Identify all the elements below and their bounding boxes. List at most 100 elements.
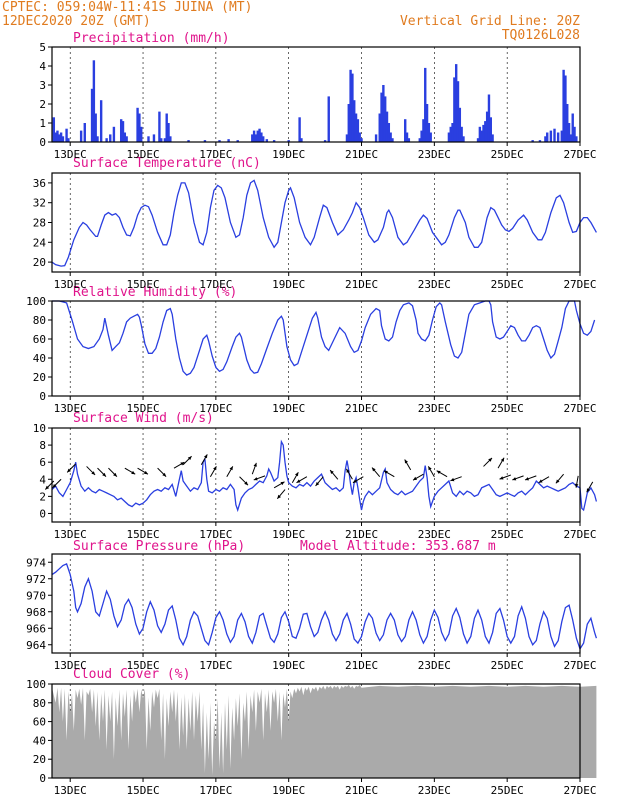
wind-title: Surface Wind (m/s): [73, 411, 214, 426]
panel-2-y-tick-label: 100: [26, 295, 46, 308]
precip-bar: [351, 73, 354, 142]
precip-bar: [425, 104, 429, 142]
panel-0-x-tick-label: 27DEC: [563, 148, 596, 161]
wind-arrow: [276, 489, 286, 500]
panel-3-x-tick-label: 13DEC: [54, 528, 87, 541]
precip-bar: [387, 123, 391, 142]
panel-2-x-tick-label: 15DEC: [126, 402, 159, 415]
wind-arrow: [512, 475, 524, 481]
wind-arrow: [108, 467, 118, 478]
precip-bar: [169, 136, 172, 142]
precip-bar: [123, 132, 127, 142]
precip-bar: [54, 132, 57, 142]
precip-bar: [491, 134, 494, 142]
wind-arrow: [239, 476, 249, 486]
panel-3-x-tick-label: 25DEC: [491, 528, 524, 541]
panel-4-series-line: [51, 563, 598, 651]
precip-bar: [112, 126, 116, 142]
precip-bar: [462, 136, 465, 142]
wind-arrow: [524, 475, 537, 481]
panel-4-x-tick-label: 21DEC: [345, 659, 378, 672]
panel-3-frame: [51, 427, 581, 523]
panel-3-x-tick-label: 19DEC: [272, 528, 305, 541]
panel-1-x-tick-label: 25DEC: [491, 278, 524, 291]
precip-bar: [424, 67, 427, 142]
panel-3-x-tick-label: 15DEC: [126, 528, 159, 541]
wind-arrow: [97, 467, 107, 478]
precip-bar: [138, 113, 141, 142]
panel-3-y-tick-label: 0: [39, 507, 46, 520]
wind-arrow: [251, 462, 257, 475]
precip-bar: [420, 130, 423, 142]
precip-bar: [52, 117, 56, 142]
panel-0-y-tick-label: 1: [39, 117, 46, 130]
wind-arrow: [404, 459, 412, 471]
panel-5-x-tick-label: 17DEC: [199, 784, 232, 797]
wind-arrow: [66, 463, 77, 473]
precip-bar: [575, 136, 578, 142]
precip-bar: [407, 138, 411, 142]
precip-bar: [58, 134, 61, 142]
precip-bar: [94, 113, 97, 142]
precip-bar: [449, 126, 452, 142]
precip-bar: [385, 111, 389, 142]
panel-1-x-tick-label: 21DEC: [345, 278, 378, 291]
pressure-title: Surface Pressure (hPa): [73, 539, 245, 554]
precip-bar: [374, 134, 378, 142]
precip-bar: [482, 124, 485, 142]
wind-arrow: [226, 466, 234, 477]
precip-bar: [165, 113, 168, 142]
panel-1-x-tick-label: 23DEC: [418, 278, 451, 291]
panel-4-y-tick-label: 964: [26, 639, 46, 652]
precip-bar: [480, 130, 483, 142]
precip-bar: [349, 69, 352, 142]
precip-bar: [105, 138, 108, 142]
panel-1-x-tick-label: 19DEC: [272, 278, 305, 291]
panel-2-x-tick-label: 25DEC: [491, 402, 524, 415]
panel-5-y-tick-label: 100: [26, 678, 46, 691]
panel-4-y-tick-label: 972: [26, 573, 46, 586]
precip-bar: [562, 69, 565, 142]
panel-3-y-tick-label: 10: [33, 422, 46, 435]
panel-0-y-tick-label: 2: [39, 98, 46, 111]
wind-arrow: [436, 470, 448, 478]
precip-bar: [158, 111, 161, 142]
precip-bar: [300, 138, 303, 142]
precip-bar: [569, 134, 573, 142]
panel-0-y-tick-label: 3: [39, 79, 46, 92]
wind-arrow: [124, 467, 136, 475]
precip-bar: [456, 81, 460, 142]
panel-0-x-tick-label: 19DEC: [272, 148, 305, 161]
panel-5-y-tick-label: 20: [33, 753, 46, 766]
grid-line-label: Vertical Grid Line: 20Z: [400, 14, 580, 29]
precip-bar: [546, 132, 549, 142]
panel-3-y-tick-label: 6: [39, 456, 46, 469]
precip-bar: [67, 138, 70, 142]
precip-bar: [549, 130, 553, 142]
precip-bar: [119, 119, 123, 142]
panel-1-frame: [51, 172, 581, 273]
wind-arrow: [296, 476, 308, 484]
panel-1-x-tick-label: 27DEC: [563, 278, 596, 291]
panel-1-y-tick-label: 20: [33, 256, 46, 269]
panel-1-x-tick-label: 15DEC: [126, 278, 159, 291]
precip-bar: [262, 136, 265, 142]
wind-arrow: [499, 474, 511, 480]
panel-2-x-tick-label: 17DEC: [199, 402, 232, 415]
panel-4-y-tick-label: 970: [26, 589, 46, 602]
precip-bar: [227, 139, 230, 142]
panel-5-x-tick-label: 19DEC: [272, 784, 305, 797]
wind-arrow: [371, 467, 381, 478]
precip-bar: [347, 104, 350, 142]
panel-1-y-tick-label: 24: [33, 236, 47, 249]
wind-arrow: [137, 467, 149, 475]
precip-bar: [83, 123, 86, 142]
precip-bar: [96, 136, 99, 142]
precip-bar: [389, 132, 392, 142]
wind-arrow: [352, 476, 364, 484]
precip-bar: [125, 136, 128, 142]
precip-bar: [391, 138, 394, 142]
precip-bar: [358, 132, 361, 142]
precip-bar: [345, 134, 349, 142]
